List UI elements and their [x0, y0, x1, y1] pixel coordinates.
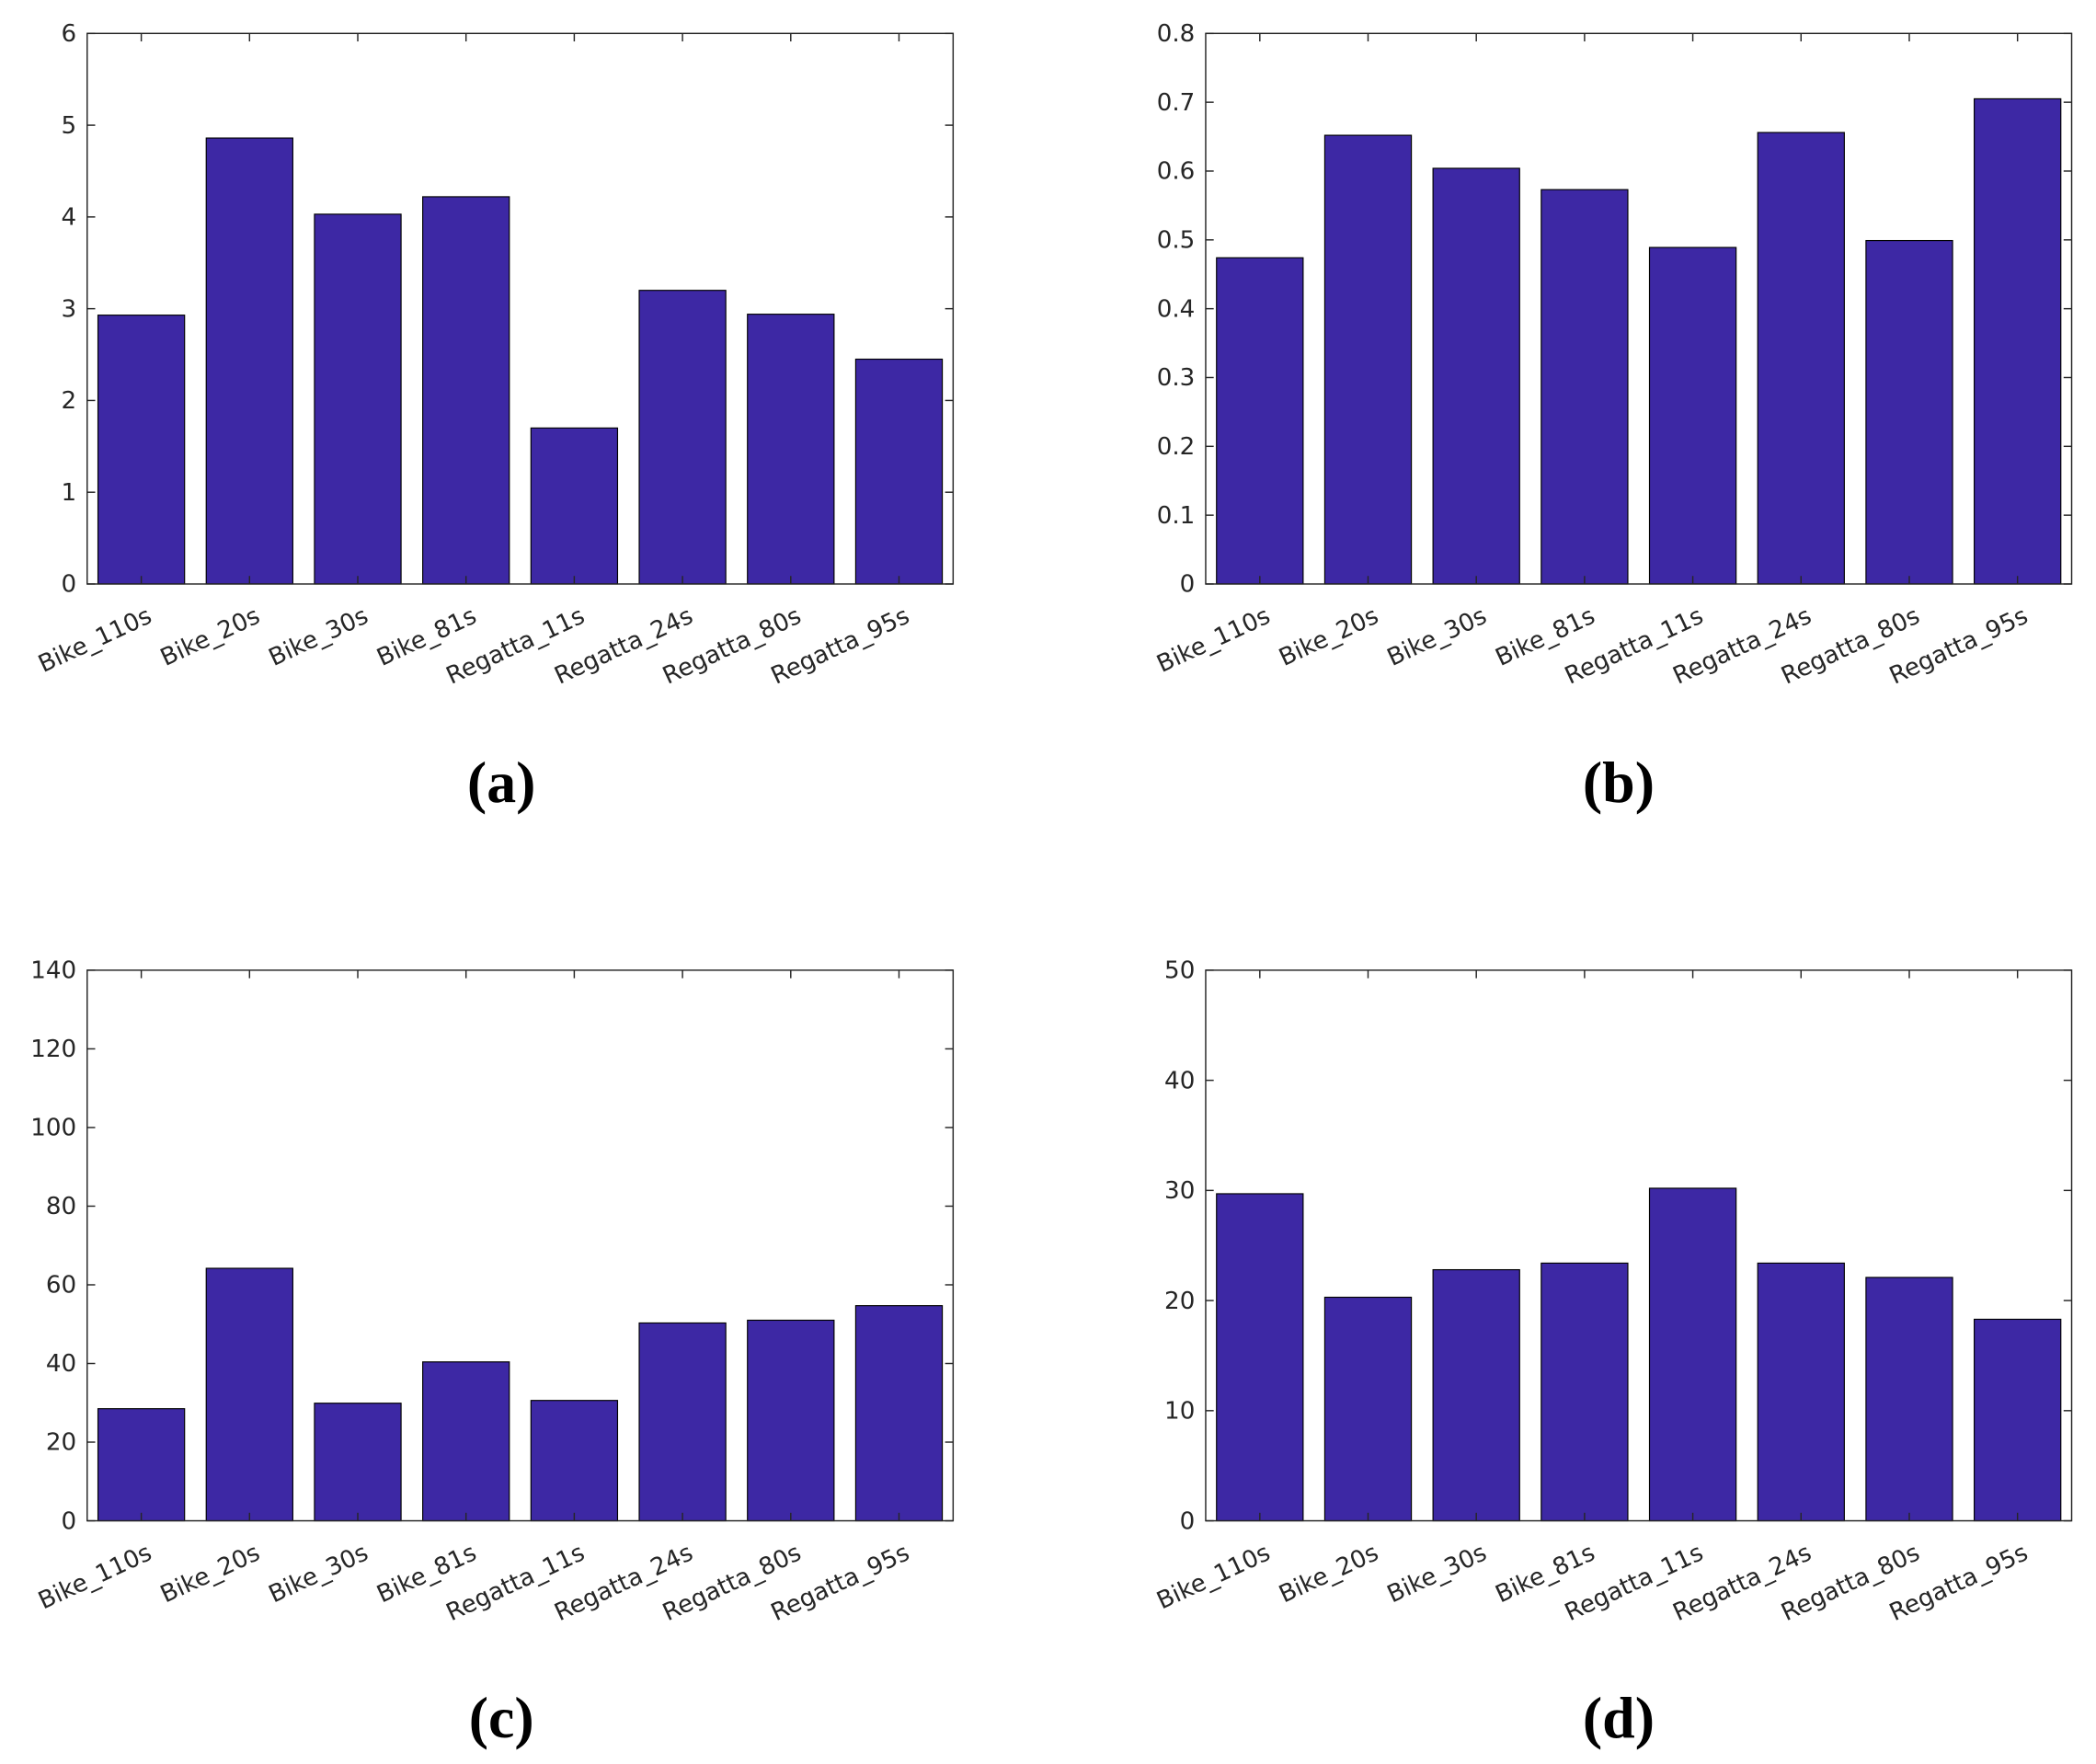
bar — [1974, 1318, 2062, 1522]
y-tick-label: 1 — [62, 479, 77, 507]
y-tick-label: 40 — [1164, 1067, 1195, 1094]
y-tick-label: 0 — [62, 1507, 77, 1535]
panel: 0 20 40 60 80 100 120 140 Bike_110s Bike_20s Bike_… — [30, 957, 955, 1750]
x-tick-label: Bike_110s — [34, 1539, 155, 1615]
y-tick-label: 0 — [1180, 1507, 1196, 1535]
x-tick-label: Bike_30s — [1383, 602, 1491, 672]
bar — [1541, 189, 1629, 585]
bar — [747, 1319, 835, 1522]
bar — [1648, 1187, 1737, 1522]
caption: (c) — [469, 1685, 534, 1750]
bar — [638, 1322, 727, 1522]
bar — [638, 290, 727, 585]
bar — [854, 358, 944, 585]
y-tick-label: 0 — [62, 571, 77, 599]
x-tick-label: Bike_20s — [156, 602, 264, 672]
y-tick-label: 0.1 — [1157, 502, 1196, 530]
y-tick-label: 3 — [62, 295, 77, 323]
bar — [1541, 1262, 1629, 1522]
plot-frame — [86, 969, 955, 1522]
x-tick-label: Bike_30s — [265, 602, 372, 672]
x-tick-label: Bike_20s — [1275, 602, 1382, 672]
bar — [1648, 246, 1737, 585]
x-tick-label: Bike_20s — [156, 1539, 264, 1609]
bar — [1216, 257, 1304, 585]
x-tick-label: Bike_110s — [1152, 602, 1274, 679]
y-tick-label: 10 — [1164, 1398, 1195, 1426]
y-tick-label: 5 — [62, 112, 77, 140]
bar — [1323, 1296, 1413, 1522]
bar — [205, 1267, 293, 1522]
bar — [1757, 1262, 1845, 1522]
y-tick-label: 6 — [62, 20, 77, 48]
y-tick-label: 120 — [30, 1036, 76, 1063]
y-tick-label: 20 — [1164, 1288, 1195, 1315]
y-tick-label: 0.2 — [1157, 433, 1196, 461]
y-tick-label: 20 — [46, 1429, 76, 1457]
bar — [1323, 134, 1413, 585]
y-tick-label: 40 — [46, 1350, 76, 1378]
bar — [530, 1400, 619, 1522]
bar — [1757, 132, 1845, 585]
y-tick-label: 0.8 — [1157, 20, 1196, 48]
caption: (d) — [1583, 1685, 1655, 1750]
bar — [1432, 1268, 1520, 1522]
caption: (b) — [1583, 750, 1655, 815]
bar — [97, 315, 186, 585]
bar — [314, 1403, 402, 1522]
x-tick-label: Bike_20s — [1275, 1539, 1382, 1609]
bar — [1216, 1193, 1304, 1522]
y-tick-label: 0 — [1180, 571, 1196, 599]
y-tick-label: 80 — [46, 1193, 76, 1220]
bar — [854, 1305, 944, 1522]
bar — [97, 1408, 186, 1522]
bar — [747, 314, 835, 585]
x-tick-label: Bike_30s — [1383, 1539, 1491, 1609]
bar — [1865, 239, 1953, 585]
bar — [530, 427, 619, 585]
caption: (a) — [467, 750, 536, 815]
bar — [422, 196, 510, 585]
y-tick-label: 0.7 — [1157, 89, 1196, 117]
y-tick-label: 60 — [46, 1272, 76, 1300]
bar — [422, 1361, 510, 1522]
y-tick-label: 0.4 — [1157, 295, 1196, 323]
y-tick-label: 100 — [30, 1115, 76, 1142]
bar — [205, 137, 293, 585]
y-tick-label: 0.6 — [1157, 158, 1196, 186]
y-tick-label: 140 — [30, 957, 76, 985]
plot-frame — [1205, 969, 2073, 1522]
bar — [314, 213, 402, 585]
x-tick-label: Bike_30s — [265, 1539, 372, 1609]
bar — [1974, 97, 2062, 585]
y-tick-label: 30 — [1164, 1177, 1195, 1205]
y-tick-label: 50 — [1164, 957, 1195, 985]
plot-frame — [1205, 32, 2073, 585]
plot-frame — [86, 32, 955, 585]
y-tick-label: 4 — [62, 204, 77, 232]
x-tick-label: Bike_110s — [1152, 1539, 1274, 1615]
x-tick-label: Bike_110s — [34, 602, 155, 679]
bar — [1865, 1277, 1953, 1522]
y-tick-label: 0.5 — [1157, 227, 1196, 255]
panel: 0 0.1 0.2 0.3 0.4 0.5 0.6 0.7 0.8 Bike_110s Bike_2… — [1152, 20, 2073, 815]
y-tick-label: 0.3 — [1157, 364, 1196, 392]
y-tick-label: 2 — [62, 387, 77, 415]
bar — [1432, 167, 1520, 585]
